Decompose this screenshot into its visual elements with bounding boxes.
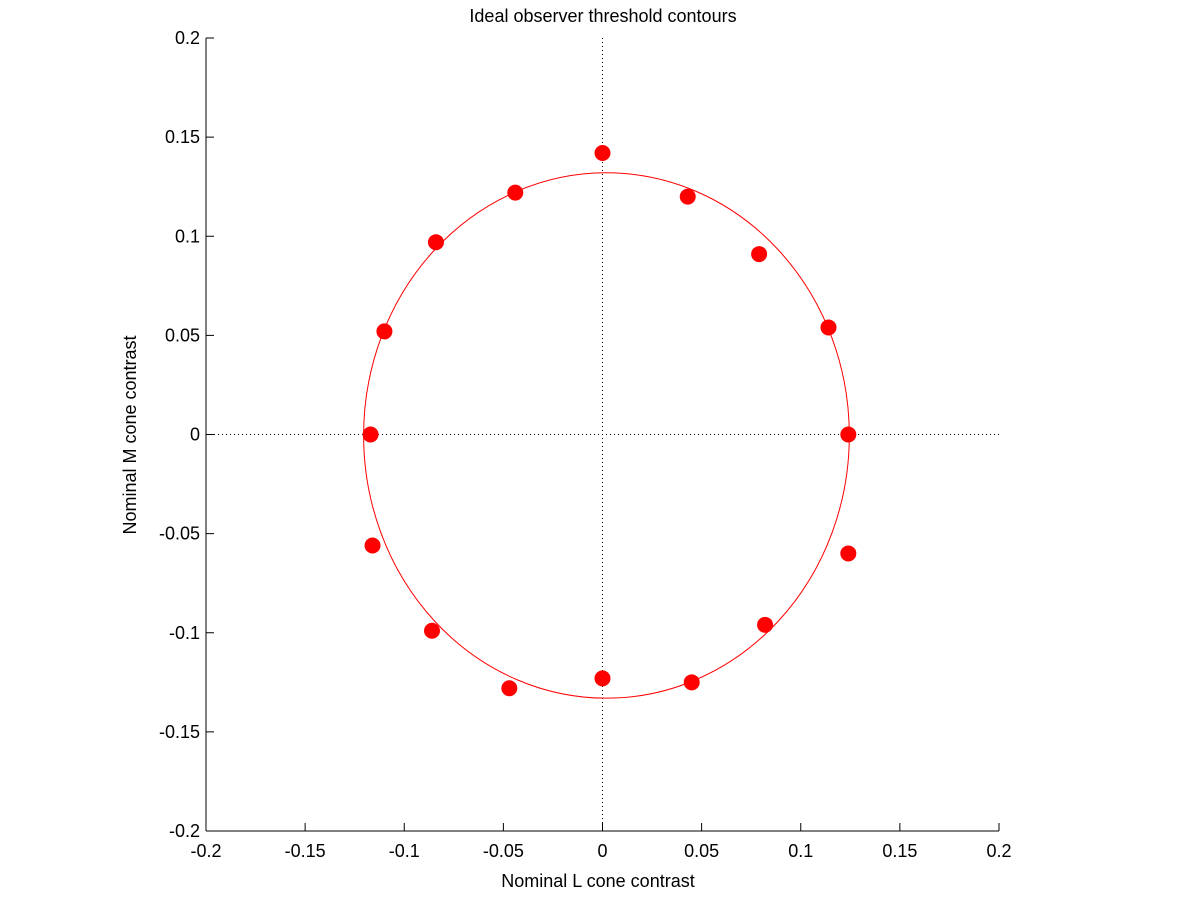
y-axis-label: Nominal M cone contrast — [120, 335, 140, 534]
data-point — [427, 234, 444, 251]
data-point — [679, 188, 696, 205]
data-point — [501, 680, 518, 697]
chart-title: Ideal observer threshold contours — [469, 6, 736, 26]
data-point — [757, 616, 774, 633]
data-point — [751, 246, 768, 263]
x-tick-label: 0 — [597, 841, 607, 861]
data-point — [507, 184, 524, 201]
x-tick-label: 0.1 — [788, 841, 813, 861]
x-tick-label: 0.15 — [882, 841, 917, 861]
data-point — [424, 622, 441, 639]
x-tick-label: -0.2 — [190, 841, 221, 861]
x-axis-label: Nominal L cone contrast — [501, 871, 694, 891]
plot-area: -0.2 -0.15 -0.1 -0.05 0 0.05 0.1 0.15 0.2 -0.2 -0.… — [159, 28, 1012, 861]
x-tick-label: -0.1 — [389, 841, 420, 861]
x-tick-label: -0.15 — [285, 841, 326, 861]
data-point — [594, 144, 611, 161]
y-tick-label: -0.15 — [159, 722, 200, 742]
data-point — [364, 537, 381, 554]
data-point — [820, 319, 837, 336]
y-tick-label: 0.15 — [165, 127, 200, 147]
data-point — [376, 323, 393, 340]
y-tick-label: 0 — [190, 425, 200, 445]
y-tick-label: 0.1 — [175, 226, 200, 246]
y-tick-label: -0.05 — [159, 524, 200, 544]
x-tick-label: 0.05 — [684, 841, 719, 861]
data-point — [594, 670, 611, 687]
y-tick-label: 0.05 — [165, 325, 200, 345]
data-point — [840, 426, 857, 443]
data-point — [362, 426, 379, 443]
x-tick-label: 0.2 — [986, 841, 1011, 861]
y-tick-label: 0.2 — [175, 28, 200, 48]
y-tick-label: -0.2 — [169, 821, 200, 841]
data-point — [683, 674, 700, 691]
data-point — [840, 545, 857, 562]
x-tick-label: -0.05 — [483, 841, 524, 861]
y-tick-label: -0.1 — [169, 623, 200, 643]
